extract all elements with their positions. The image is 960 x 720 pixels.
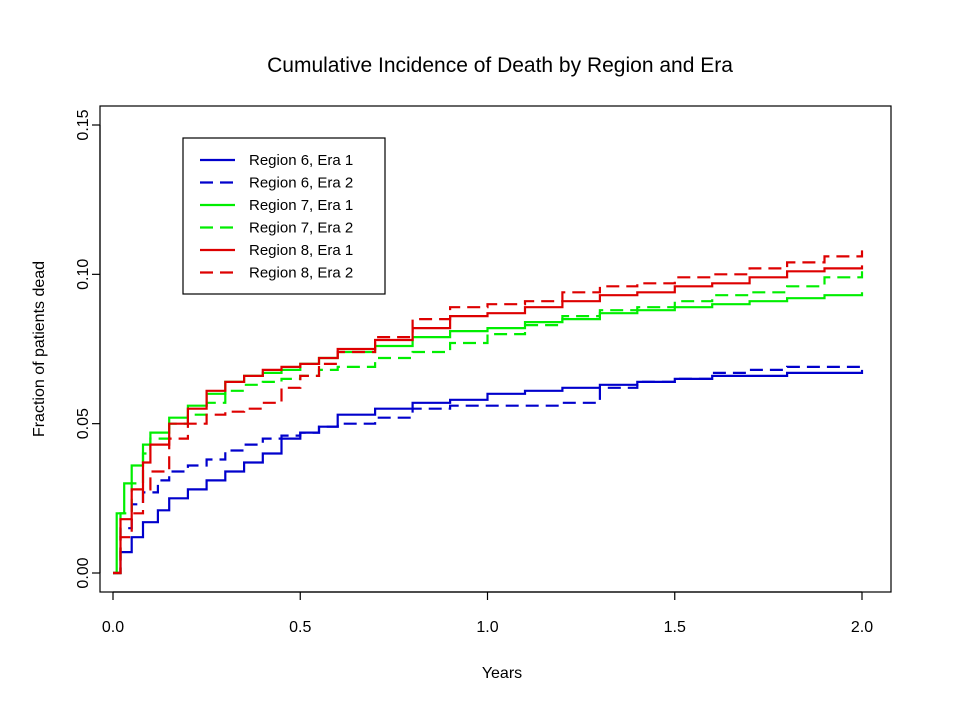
- legend-label: Region 8, Era 1: [249, 242, 353, 259]
- y-tick-label: 0.00: [75, 557, 92, 588]
- y-tick-label: 0.05: [75, 408, 92, 439]
- legend-label: Region 8, Era 2: [249, 265, 353, 282]
- chart-title: Cumulative Incidence of Death by Region …: [267, 54, 733, 77]
- series-line-3: [113, 292, 864, 575]
- series-line-6: [113, 250, 864, 575]
- series-line-5: [113, 265, 864, 575]
- x-tick-label: 1.0: [476, 619, 498, 636]
- x-axis-label: Years: [482, 665, 522, 682]
- series-line-2: [113, 365, 862, 575]
- x-tick-label: 0.5: [289, 619, 311, 636]
- y-tick-label: 0.15: [75, 109, 92, 140]
- x-tick-label: 1.5: [664, 619, 686, 636]
- y-tick-label: 0.10: [75, 259, 92, 290]
- legend-label: Region 6, Era 1: [249, 152, 353, 169]
- series-line-4: [113, 271, 864, 575]
- legend-box: [182, 137, 386, 295]
- legend-label: Region 6, Era 2: [249, 175, 353, 192]
- x-tick-label: 2.0: [851, 619, 873, 636]
- legend: Region 6, Era 1 Region 6, Era 2 Region 7, …: [182, 137, 386, 295]
- legend-label: Region 7, Era 1: [249, 197, 353, 214]
- y-axis-label: Fraction of patients dead: [31, 261, 48, 437]
- axes-layer: 0.0 0.5 1.0 1.5 2.0 0.00 0.05 0.10 0.15: [75, 109, 873, 636]
- series-layer: [113, 250, 864, 575]
- x-tick-label: 0.0: [102, 619, 124, 636]
- legend-label: Region 7, Era 2: [249, 220, 353, 237]
